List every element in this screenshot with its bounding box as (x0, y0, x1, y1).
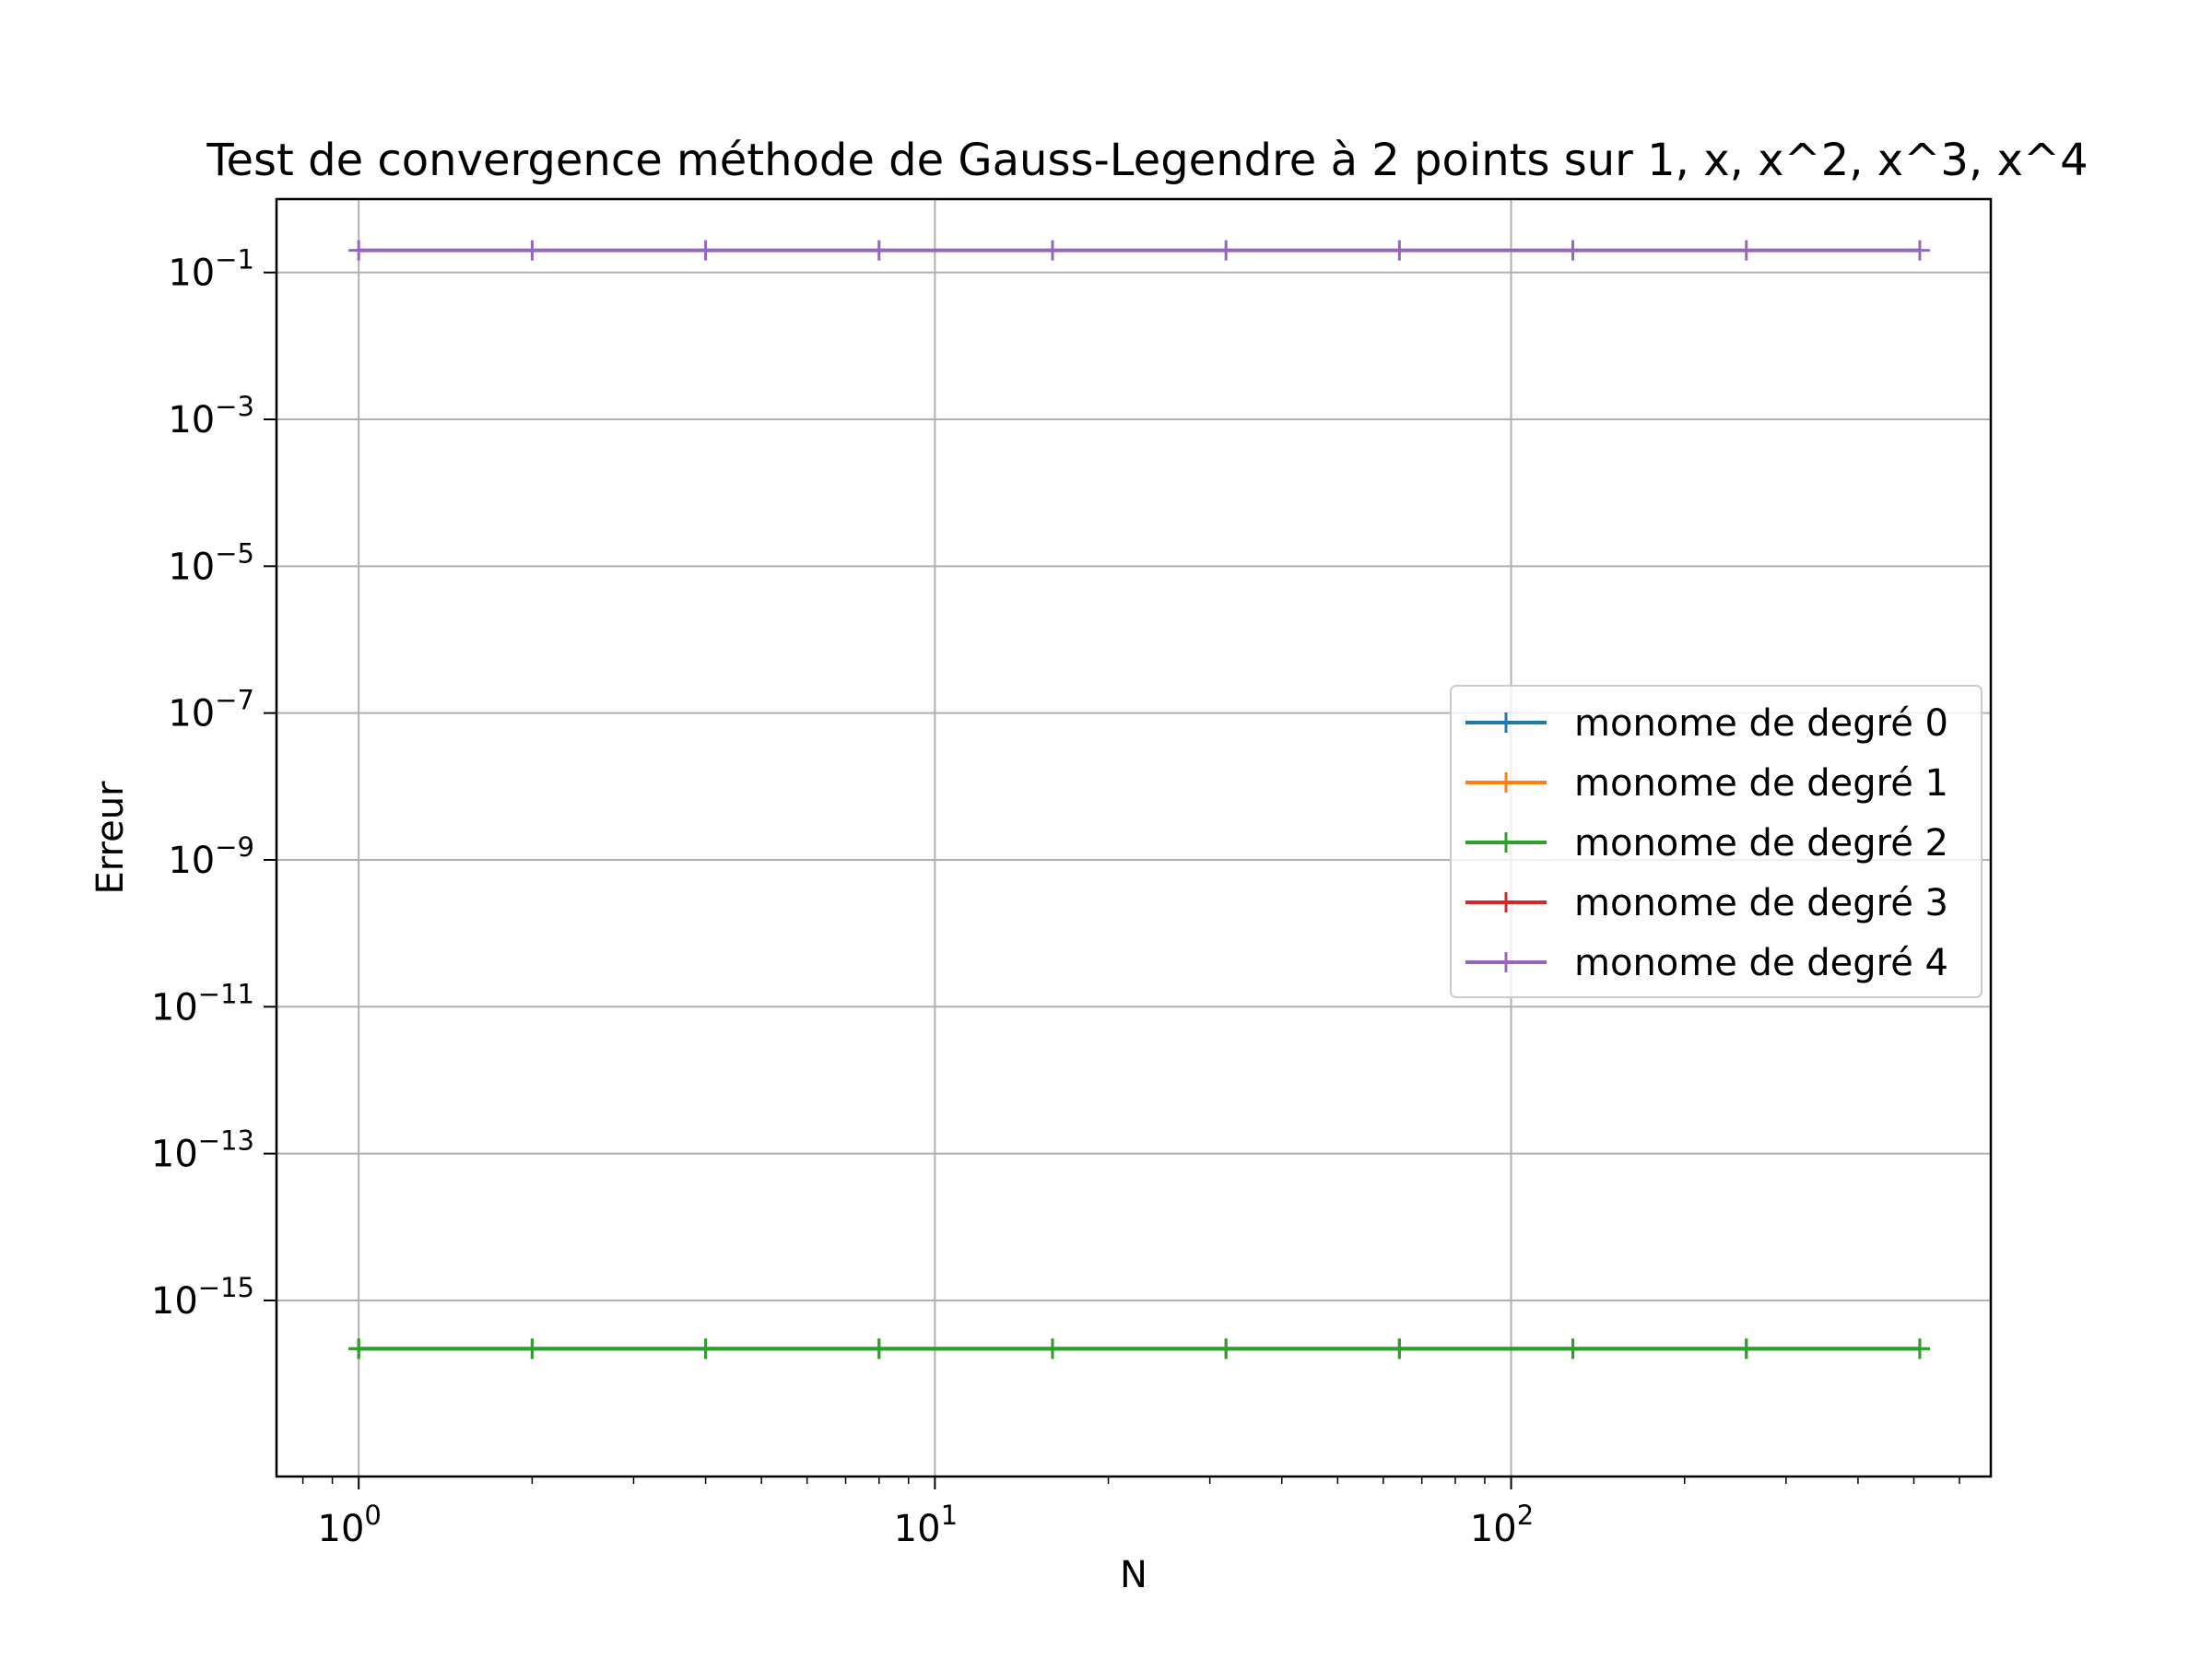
legend-label: monome de degré 2 (1574, 822, 1948, 865)
ticks: 100 101 10210−110−310−510−710−910−1110−131… (151, 244, 1960, 1550)
legend-marker (1496, 712, 1516, 733)
x-tick-label-base: 10 (318, 1508, 365, 1550)
legend-marker (1496, 892, 1516, 912)
data-point (1562, 240, 1583, 261)
data-point (1389, 240, 1410, 261)
data-point (868, 1338, 889, 1359)
data-point (1041, 1338, 1063, 1359)
data-point (1735, 1338, 1757, 1359)
y-tick-label-base: 10 (151, 1134, 198, 1176)
legend-label: monome de degré 4 (1574, 942, 1948, 984)
plot-frame (275, 197, 1993, 1478)
legend-label: monome de degré 1 (1574, 762, 1948, 805)
y-tick-label: 10−13 (151, 1125, 254, 1176)
legend-entry: monome de degré 1 (1465, 762, 1948, 805)
data-point (695, 240, 716, 261)
y-tick-label: 10−1 (168, 244, 254, 295)
y-axis-label: Erreur (89, 781, 132, 895)
legend-entry: monome de degré 4 (1465, 942, 1948, 984)
y-tick-label-base: 10 (168, 693, 215, 735)
y-tick-label: 10−9 (168, 831, 254, 882)
data-point (1389, 1338, 1410, 1359)
y-tick-label-exponent: −11 (198, 978, 254, 1009)
data-point (1909, 240, 1930, 261)
x-tick-label: 101 (894, 1500, 958, 1550)
y-tick-label: 10−15 (151, 1272, 254, 1323)
legend-box (1450, 685, 1983, 998)
chart-title: Test de convergence méthode de Gauss-Leg… (206, 135, 2088, 186)
y-tick-label-base: 10 (151, 986, 198, 1029)
x-tick-label-exponent: 2 (1517, 1500, 1534, 1531)
series-4 (348, 240, 1930, 261)
x-axis-label: N (1120, 1554, 1147, 1596)
data-point (1562, 1338, 1583, 1359)
y-tick-label-base: 10 (168, 253, 215, 295)
y-tick-label-exponent: −9 (215, 831, 254, 863)
y-tick-label: 10−3 (168, 391, 254, 441)
x-tick-label: 102 (1470, 1500, 1534, 1550)
data-point (695, 1338, 716, 1359)
y-tick-label-exponent: −1 (215, 244, 254, 276)
data-point (868, 240, 889, 261)
y-tick-label-base: 10 (168, 399, 215, 441)
legend-label: monome de degré 3 (1574, 882, 1948, 924)
x-tick-label: 100 (318, 1500, 382, 1550)
legend-entry: monome de degré 2 (1465, 822, 1948, 865)
series-2 (348, 1338, 1930, 1359)
y-tick-label-exponent: −3 (215, 391, 254, 422)
series-layer (348, 240, 1930, 1359)
y-tick-label-base: 10 (168, 546, 215, 588)
data-point (522, 240, 543, 261)
data-point (1735, 240, 1757, 261)
data-point (348, 1338, 370, 1359)
data-point (1216, 240, 1237, 261)
y-tick-label-exponent: −7 (215, 685, 254, 716)
y-tick-label-exponent: −15 (198, 1272, 254, 1303)
legend-entry: monome de degré 0 (1465, 702, 1948, 745)
data-point (1041, 240, 1063, 261)
data-point (522, 1338, 543, 1359)
y-tick-label-exponent: −5 (215, 537, 254, 569)
data-point (1216, 1338, 1237, 1359)
legend: monome de degré 0 monome de degré 1 monome… (1450, 685, 1983, 998)
legend-marker (1496, 832, 1516, 853)
y-tick-label-base: 10 (151, 1280, 198, 1323)
y-tick-label: 10−5 (168, 537, 254, 588)
legend-label: monome de degré 0 (1574, 702, 1948, 745)
legend-marker (1496, 772, 1516, 793)
data-point (348, 240, 370, 261)
y-tick-label-base: 10 (168, 840, 215, 882)
legend-marker (1496, 952, 1516, 972)
x-tick-label-base: 10 (894, 1508, 941, 1550)
x-tick-label-exponent: 0 (364, 1500, 381, 1531)
x-tick-label-base: 10 (1470, 1508, 1517, 1550)
x-tick-label-exponent: 1 (941, 1500, 958, 1531)
y-tick-label: 10−7 (168, 685, 254, 735)
legend-entry: monome de degré 3 (1465, 882, 1948, 924)
y-tick-label: 10−11 (151, 978, 254, 1029)
y-tick-label-exponent: −13 (198, 1125, 254, 1157)
data-point (1909, 1338, 1930, 1359)
